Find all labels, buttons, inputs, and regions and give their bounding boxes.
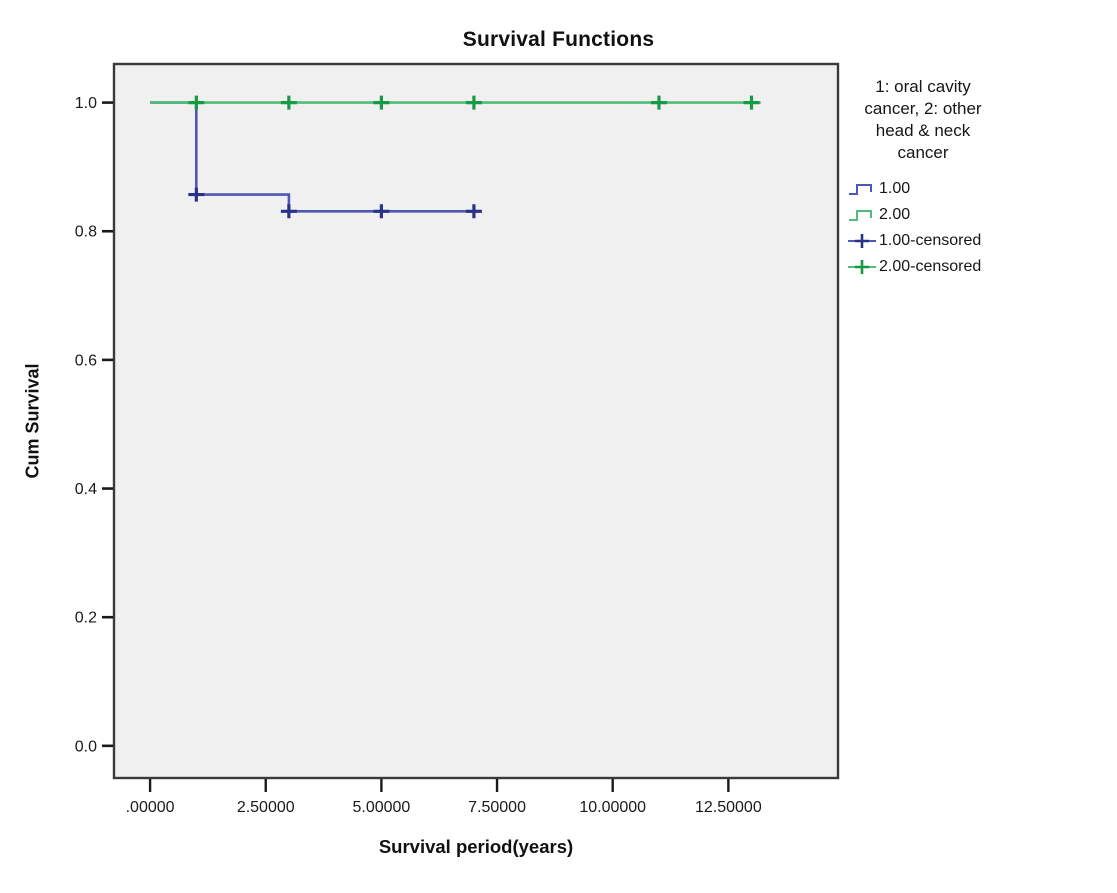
legend-title: 1: oral cavity cancer, 2: other head & n… [864,77,982,162]
legend-entry-2.00-censored: 2.00-censored [848,254,1110,280]
x-axis-title: Survival period(years) [378,836,574,857]
x-axis-tick-label: 5.00000 [352,799,410,816]
step-line-icon [849,210,872,221]
y-axis-tick-label: 0.2 [75,610,97,627]
censored-mark-2.00-censored [465,95,482,110]
censored-mark-2.00-censored [373,95,390,110]
legend-entry-label: 1.00 [879,180,911,197]
censored-mark-1.00-censored [280,204,297,219]
x-axis-tick-label: 7.50000 [468,799,526,816]
legend-entry-label: 2.00 [879,206,911,223]
censored-mark-2.00-censored [280,95,297,110]
legend-entry-label: 1.00-censored [879,232,982,249]
x-axis-tick-label: 2.50000 [237,799,295,816]
legend-entry-1.00-censored: 1.00-censored [848,228,1110,254]
censored-plus-icon [848,260,876,274]
censored-mark-1.00-censored [188,187,205,202]
step-line-icon [849,184,872,195]
x-axis-tick-label: 10.00000 [579,799,646,816]
y-axis-tick-label: 0.4 [75,481,97,498]
censored-plus-icon [848,234,876,248]
censored-mark-1.00-censored [373,204,390,219]
y-axis-tick-label: 1.0 [75,95,97,112]
plot-panel [112,62,840,780]
censored-mark-2.00-censored [650,95,667,110]
x-axis-tick-label: .00000 [126,799,175,816]
legend: 1: oral cavity cancer, 2: other head & n… [848,76,1110,280]
y-axis-tick-label: 0.6 [75,352,97,369]
legend-entry-1.00: 1.00 [848,176,1110,202]
x-axis-tick-label: 12.50000 [695,799,762,816]
censored-mark-1.00-censored [465,204,482,219]
legend-entry-2.00: 2.00 [848,202,1110,228]
legend-entries: 1.00 2.00 1.00-censored 2.00-censored [848,176,1110,280]
y-axis-tick-label: 0.0 [75,738,97,755]
censored-mark-2.00-censored [188,95,205,110]
y-axis-tick-label: 0.8 [75,224,97,241]
chart-title: Survival Functions [462,28,655,51]
legend-entry-label: 2.00-censored [879,258,982,275]
censored-mark-2.00-censored [743,95,760,110]
